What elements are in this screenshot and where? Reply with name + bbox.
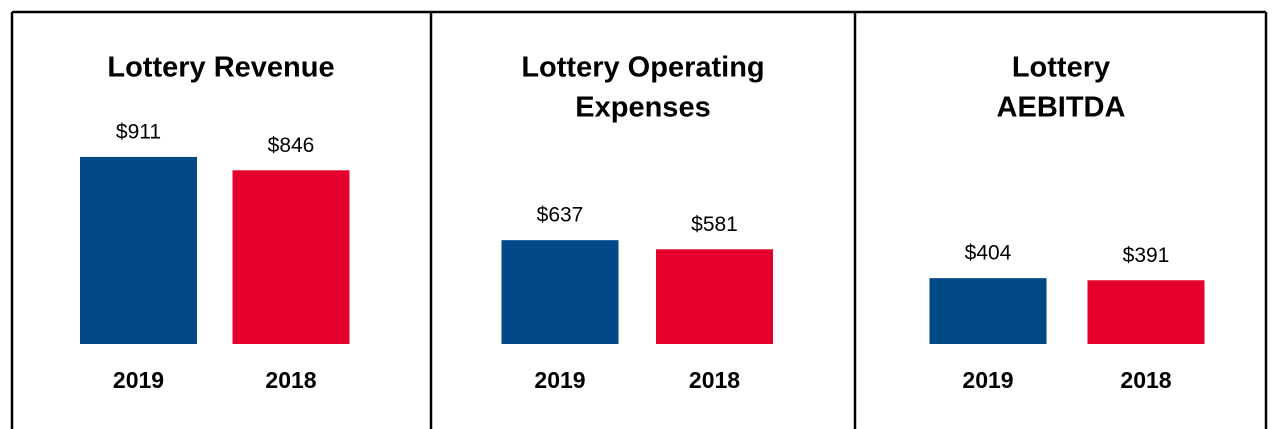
category-label: 2019 <box>534 367 585 393</box>
category-label: 2019 <box>962 367 1013 393</box>
chart-title: Expenses <box>575 92 710 124</box>
chart-title: Lottery <box>1012 52 1110 84</box>
value-label: $391 <box>1123 244 1170 267</box>
bar <box>501 240 619 344</box>
bar <box>656 249 773 344</box>
chart-title: AEBITDA <box>997 92 1126 124</box>
category-label: 2018 <box>689 367 740 393</box>
value-label: $637 <box>537 204 584 227</box>
value-label: $404 <box>965 242 1012 265</box>
bar <box>80 156 197 344</box>
category-label: 2018 <box>1120 367 1171 393</box>
value-label: $846 <box>268 134 315 157</box>
value-label: $581 <box>691 213 738 236</box>
category-label: 2019 <box>113 367 164 393</box>
category-label: 2018 <box>265 367 316 393</box>
bar <box>232 170 350 344</box>
bar <box>1087 280 1205 344</box>
value-label: $911 <box>116 120 161 143</box>
chart-title: Lottery Operating <box>521 52 764 84</box>
chart-title: Lottery Revenue <box>107 52 334 84</box>
bar <box>929 278 1047 344</box>
